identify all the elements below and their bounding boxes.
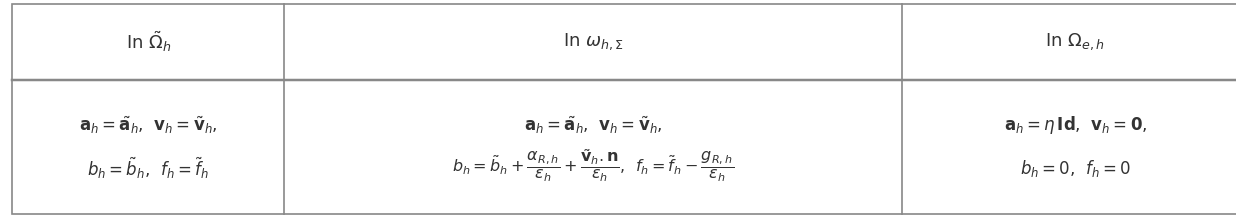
Text: In $\Omega_{e,h}$: In $\Omega_{e,h}$ [1046,32,1105,52]
Text: $\mathbf{a}_h = \tilde{\mathbf{a}}_h$,  $\mathbf{v}_h = \tilde{\mathbf{v}}_h$,: $\mathbf{a}_h = \tilde{\mathbf{a}}_h$, $… [79,114,218,136]
Text: $\mathbf{a}_h = \tilde{\mathbf{a}}_h$,  $\mathbf{v}_h = \tilde{\mathbf{v}}_h$,: $\mathbf{a}_h = \tilde{\mathbf{a}}_h$, $… [524,114,662,136]
Text: In $\omega_{h,\Sigma}$: In $\omega_{h,\Sigma}$ [562,32,624,52]
Text: In $\tilde{\Omega}_h$: In $\tilde{\Omega}_h$ [126,30,171,54]
Text: $b_h = \tilde{b}_h + \dfrac{\alpha_{R,h}}{\epsilon_h} + \dfrac{\tilde{\mathbf{v}: $b_h = \tilde{b}_h + \dfrac{\alpha_{R,h}… [452,148,734,184]
Text: $b_h = \tilde{b}_h$,  $f_h = \tilde{f}_h$: $b_h = \tilde{b}_h$, $f_h = \tilde{f}_h$ [88,156,209,181]
Text: $\mathbf{a}_h = \eta\,\mathbf{Id}$,  $\mathbf{v}_h = \mathbf{0}$,: $\mathbf{a}_h = \eta\,\mathbf{Id}$, $\ma… [1004,114,1147,136]
Text: $b_h = 0$,  $f_h = 0$: $b_h = 0$, $f_h = 0$ [1020,158,1131,179]
